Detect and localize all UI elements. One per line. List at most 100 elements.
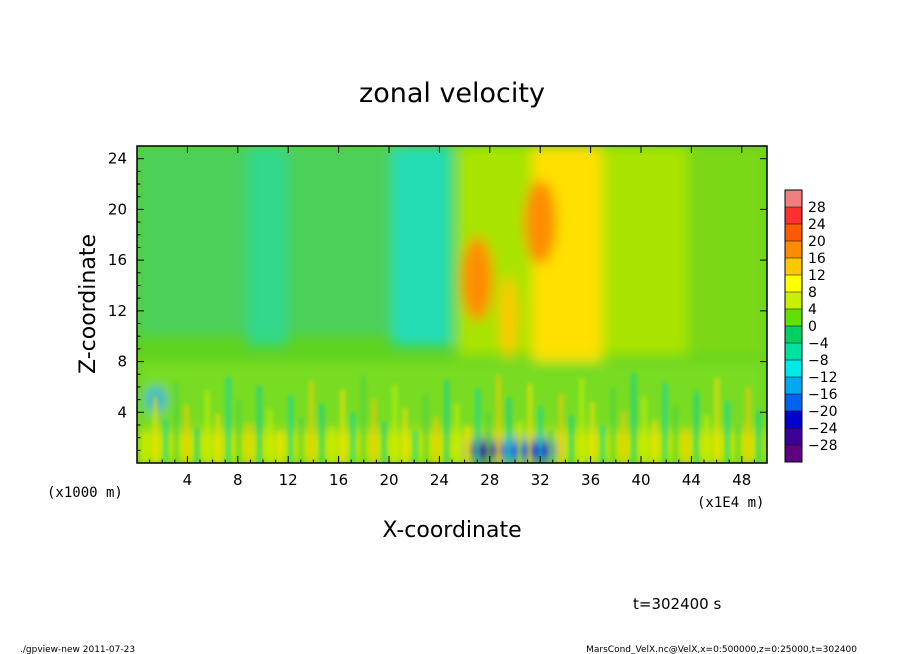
field-streak [174,382,179,463]
y-tick-label: 24 [108,150,127,168]
colorbar-swatch [785,258,802,276]
field-texture [143,374,761,463]
colorbar-label: −20 [808,404,838,420]
field-streak [236,400,241,463]
field-region [247,146,287,346]
field-streak [423,394,428,463]
colorbar-swatch [785,224,802,242]
colorbar-swatch [785,343,802,361]
colorbar-label: −8 [808,353,829,369]
field-streak [340,390,345,463]
field-streak [163,419,168,463]
time-label: t=302400 s [633,595,721,613]
y-tick-label: 8 [117,353,127,371]
field-streak [725,401,730,463]
field-streak [351,413,355,463]
field-streak [371,399,376,463]
x-axis-unit: (x1E4 m) [697,495,764,511]
field-streak [694,392,699,463]
field-streak [465,426,470,463]
field-region [137,361,767,431]
field-region [137,431,767,463]
colorbar-swatch [785,360,802,378]
x-tick-label: 36 [581,471,600,489]
field-streak [579,379,584,463]
field-streak [226,377,231,463]
field-feature [499,438,531,463]
field-streak [486,412,491,463]
field-streak [527,384,532,463]
field-streak [735,424,740,463]
heatmap-field [137,146,767,463]
x-tick-label: 20 [379,471,398,489]
colorbar-swatch [785,411,802,429]
field-streak [361,376,366,463]
field-streak [673,406,678,463]
field-streak [756,410,761,463]
field-streak [663,383,667,463]
field-streak [548,430,553,463]
x-tick-label: 32 [531,471,550,489]
field-streak [184,405,189,463]
field-streak [455,403,459,463]
x-tick-label: 24 [430,471,449,489]
field-streak [403,408,407,463]
field-streak [444,380,449,463]
field-streak [247,423,251,463]
y-tick-label: 12 [108,302,127,320]
field-regions [137,146,767,463]
field-streak [413,431,418,463]
colorbar-label: 20 [808,234,826,250]
colorbar-label: 8 [808,285,817,301]
footer-left: ./gpview-new 2011-07-23 [20,645,135,654]
field-streak [611,388,615,463]
field-streak [746,387,751,463]
colorbar-label: 24 [808,217,826,233]
x-tick-label: 44 [682,471,701,489]
field-streak [288,395,293,463]
colorbar-label: −28 [808,438,838,454]
field-streak [153,396,158,463]
colorbar-swatch [785,190,802,208]
field-region [687,146,767,356]
y-tick-label: 16 [108,251,127,269]
field-streak [517,421,522,463]
colorbar-swatch [785,309,802,327]
x-tick-label: 48 [732,471,751,489]
field-streak [215,414,220,463]
field-streak [309,381,314,463]
y-tick-label: 4 [117,403,127,421]
x-axis-label: X-coordinate [382,518,521,543]
colorbar-label: 16 [808,251,826,267]
colorbar-label: −4 [808,336,829,352]
x-tick-label: 4 [183,471,193,489]
colorbar-swatch [785,377,802,395]
colorbar-swatch [785,445,802,463]
x-tick-label: 16 [329,471,348,489]
colorbar-label: −24 [808,421,838,437]
field-streak [382,422,387,463]
field-streak [267,409,272,463]
field-feature [461,237,494,322]
field-streak [559,393,563,463]
chart-title: zonal velocity [359,78,545,109]
colorbar-swatch [785,275,802,293]
colorbar-swatch [785,207,802,225]
field-streak [590,402,595,463]
field-streak [330,427,335,463]
footer-right: MarsCond_VelX.nc@VelX,x=0:500000,z=0:250… [586,645,857,654]
field-streak [538,407,543,463]
colorbar-label: 28 [808,200,826,216]
field-streak [600,425,605,463]
field-feature [467,438,500,463]
colorbar-swatch [785,394,802,412]
field-streak [569,416,574,463]
field-streak [392,385,397,463]
colorbar-swatch [785,326,802,344]
field-streak [299,418,303,463]
field-streak [652,420,657,463]
